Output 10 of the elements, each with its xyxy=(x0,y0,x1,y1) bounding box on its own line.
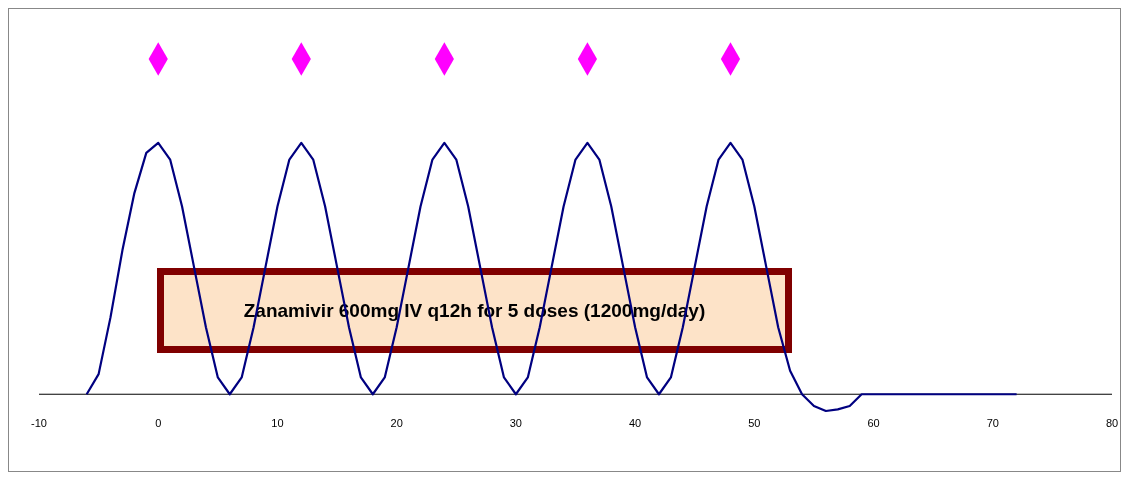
x-tick-label: 10 xyxy=(271,416,284,429)
x-tick-label: 30 xyxy=(509,416,523,429)
x-tick-label: -10 xyxy=(31,416,47,429)
x-tick-label: 40 xyxy=(628,416,642,429)
x-tick-label: 60 xyxy=(867,416,880,429)
x-tick-label: 20 xyxy=(390,416,403,429)
x-tick-label: 70 xyxy=(986,416,999,429)
x-tick-label: 0 xyxy=(155,416,162,429)
x-tick-label: 50 xyxy=(748,416,761,429)
x-tick-label: 80 xyxy=(1105,416,1119,429)
